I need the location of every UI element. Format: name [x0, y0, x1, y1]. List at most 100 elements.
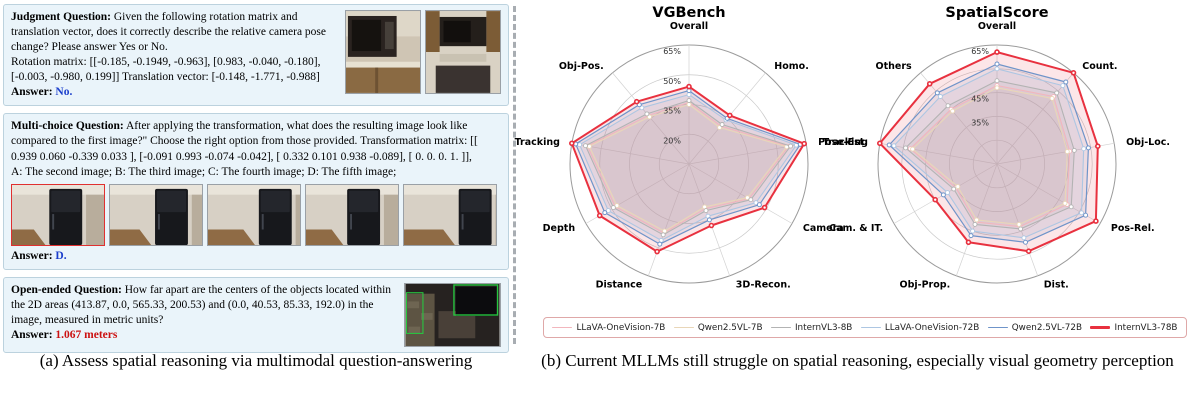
- fridge-photo-3: [207, 183, 301, 246]
- series-marker: [706, 217, 712, 223]
- kitchen-photo-1: [345, 10, 421, 94]
- series-marker: [657, 241, 663, 247]
- axis-label-Overall: Overall: [670, 21, 708, 32]
- series-marker: [644, 111, 650, 117]
- series-marker: [686, 98, 692, 103]
- legend-item: LLaVA-OneVision-7B: [552, 323, 665, 333]
- grid-spoke: [996, 72, 1074, 165]
- legend-item: InternVL3-8B: [770, 322, 853, 333]
- series-marker: [994, 66, 1000, 72]
- series-line-Qwen2.5VL-72B: [888, 63, 1089, 243]
- chart-legend: LLaVA-OneVision-7B Qwen2.5VL-7B InternVL3-…: [543, 317, 1187, 338]
- ring-label: 50%: [663, 77, 681, 86]
- series-fill-LLaVA-OneVision-72B: [893, 68, 1084, 238]
- series-marker: [717, 125, 723, 130]
- series-marker: [686, 92, 692, 98]
- series-marker: [1070, 70, 1077, 76]
- series-fill-LLaVA-OneVision-7B: [910, 85, 1070, 227]
- openended-answer-line: Answer: 1.067 meters: [11, 328, 398, 343]
- chart-title: VGBench: [652, 5, 725, 21]
- openended-question-body: How far apart are the centers of the obj…: [11, 283, 392, 326]
- series-marker: [686, 102, 692, 107]
- panel-a-qa-examples: Judgment Question: Given the following r…: [3, 4, 509, 360]
- series-marker: [945, 190, 950, 196]
- axis-label-3D-Recon.: 3D-Recon.: [736, 279, 791, 290]
- judgment-question-text: Judgment Question: Given the following r…: [11, 10, 339, 100]
- caption-a: (a) Assess spatial reasoning via multimo…: [39, 351, 473, 370]
- series-marker: [639, 105, 645, 111]
- legend-item: Qwen2.5VL-7B: [673, 322, 763, 333]
- series-marker: [1085, 145, 1091, 151]
- fridge-photo-2: [109, 183, 203, 246]
- series-marker: [1025, 248, 1032, 254]
- series-marker: [1049, 95, 1055, 101]
- axis-label-Depth: Depth: [543, 223, 576, 234]
- series-marker: [972, 221, 978, 227]
- series-line-InternVL3-78B: [570, 85, 806, 253]
- series-line-Qwen2.5VL-7B: [912, 87, 1068, 225]
- legend-label: Qwen2.5VL-7B: [697, 322, 763, 333]
- legend-label: InternVL3-8B: [794, 322, 853, 333]
- series-line-Qwen2.5VL-72B: [575, 89, 801, 245]
- grid-spoke: [996, 163, 1039, 276]
- axis-label-Dist.: Dist.: [1044, 279, 1069, 290]
- axis-label-Count.: Count.: [1082, 61, 1117, 72]
- series-marker: [614, 203, 620, 209]
- series-line-LLaVA-OneVision-7B: [909, 84, 1071, 228]
- series-line-LLaVA-OneVision-72B: [579, 94, 797, 241]
- series-marker: [940, 192, 946, 198]
- series-marker: [950, 108, 956, 114]
- series-marker: [719, 122, 725, 127]
- openended-question-text: Open-ended Question: How far apart are t…: [11, 283, 398, 347]
- series-marker: [1018, 226, 1024, 232]
- panel-divider: [513, 6, 516, 344]
- panel-b-radar-charts: VGBench 20% 35% 50% 65% Overall Homo. Pose-Est.…: [515, 0, 1199, 346]
- axis-label-Obj-Prop.: Obj-Prop.: [900, 279, 951, 290]
- judgment-question-title: Judgment Question:: [11, 11, 111, 23]
- fridge-photo-1: [11, 183, 105, 246]
- series-marker: [703, 208, 709, 214]
- series-marker: [1021, 235, 1027, 241]
- series-marker: [970, 228, 976, 234]
- ring-label: 45%: [971, 95, 989, 104]
- fridge-photo-5: [403, 183, 497, 246]
- series-marker: [686, 83, 692, 90]
- judgment-answer-line: Answer: No.: [11, 85, 339, 100]
- legend-swatch: [770, 326, 791, 329]
- grid-spoke: [647, 163, 690, 276]
- legend-label: InternVL3-78B: [1114, 322, 1178, 333]
- series-marker: [934, 90, 940, 96]
- series-marker: [654, 248, 660, 255]
- series-marker: [1063, 79, 1069, 85]
- openended-answer-value: 1.067 meters: [55, 328, 118, 341]
- legend-swatch: [673, 326, 694, 329]
- series-marker: [1081, 146, 1087, 152]
- series-marker: [660, 232, 666, 238]
- legend-label: LLaVA-OneVision-72B: [884, 322, 980, 333]
- legend-swatch: [1090, 326, 1111, 329]
- series-marker: [994, 85, 1000, 91]
- series-marker: [1093, 218, 1099, 224]
- ring-label: 65%: [971, 47, 989, 56]
- legend-swatch: [860, 326, 881, 329]
- series-marker: [568, 140, 575, 147]
- series-line-InternVL3-8B: [584, 99, 792, 236]
- axis-label-Cam. & IT.: Cam. & IT.: [829, 223, 883, 234]
- axis-label-Tracking: Tracking: [515, 137, 560, 148]
- legend-swatch: [987, 326, 1008, 329]
- series-marker: [994, 49, 1000, 55]
- series-fill-Qwen2.5VL-7B: [912, 87, 1068, 225]
- ring-label: 35%: [663, 107, 681, 116]
- grid-spoke: [920, 72, 998, 165]
- multichoice-question-card: Multi-choice Question: After applying th…: [3, 113, 509, 270]
- spatialscore-radar-chart: SpatialScore 35% 45% 65% Overall Count. Obj-Lo…: [823, 5, 1170, 290]
- series-fill-InternVL3-78B: [879, 52, 1098, 252]
- series-marker: [583, 143, 588, 149]
- legend-label: Qwen2.5VL-72B: [1011, 322, 1083, 333]
- series-line-Qwen2.5VL-7B: [588, 103, 788, 232]
- series-marker: [1023, 239, 1028, 245]
- series-marker: [602, 210, 608, 216]
- series-marker: [744, 195, 750, 201]
- series-line-InternVL3-78B: [878, 51, 1099, 253]
- series-marker: [605, 208, 611, 214]
